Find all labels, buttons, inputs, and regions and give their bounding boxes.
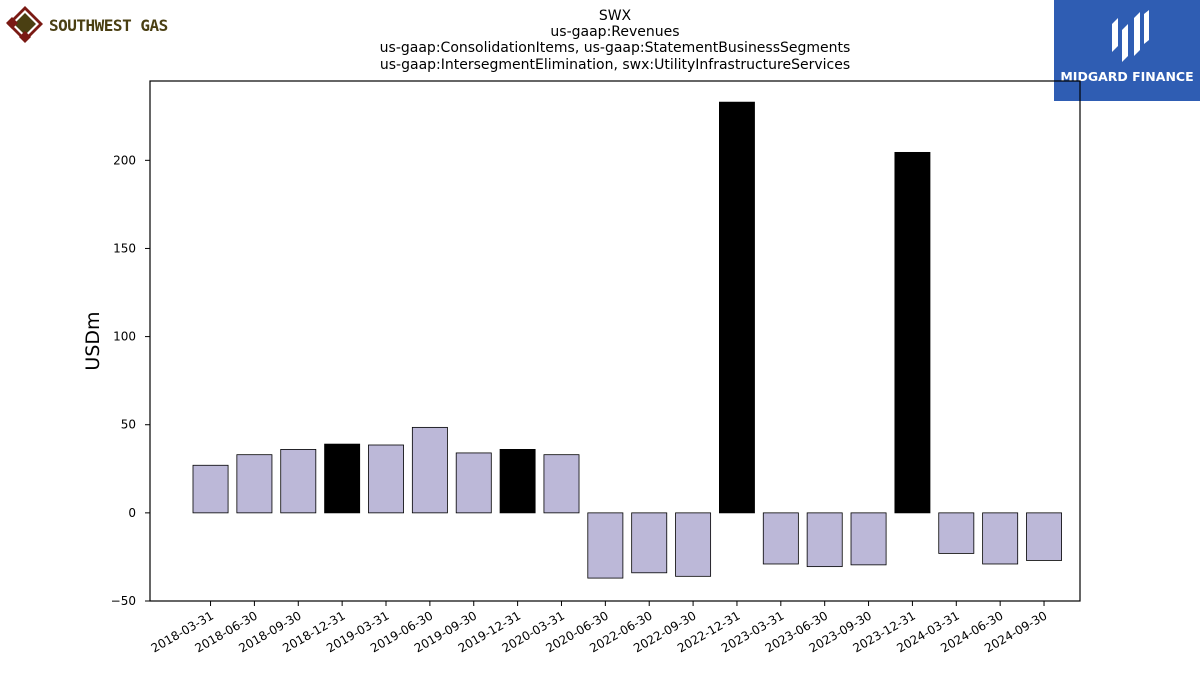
chart-title-members: us-gaap:IntersegmentElimination, swx:Uti… bbox=[379, 57, 851, 73]
bar-2022-09-30 bbox=[675, 512, 712, 577]
bar-2019-12-31 bbox=[499, 449, 536, 514]
midgard-finance-logo: MIDGARD FINANCE bbox=[1054, 0, 1200, 101]
bars-layer bbox=[192, 101, 1062, 579]
y-axis-label: USDm bbox=[82, 311, 104, 370]
bar-2023-09-30 bbox=[850, 512, 887, 566]
midgard-finance-logo-text: MIDGARD FINANCE bbox=[1060, 69, 1194, 84]
bar-2023-06-30 bbox=[806, 512, 843, 568]
southwest-gas-logo: SOUTHWEST GAS bbox=[5, 5, 195, 43]
y-tick-label: −50 bbox=[111, 594, 136, 608]
y-tick-label: 100 bbox=[113, 330, 136, 344]
bar-2023-03-31 bbox=[762, 512, 799, 565]
bar-2020-06-30 bbox=[587, 512, 624, 579]
bar-2019-09-30 bbox=[455, 452, 492, 514]
bar-2024-03-31 bbox=[938, 512, 975, 554]
chart-title-ticker: SWX bbox=[598, 8, 632, 24]
bar-2020-03-31 bbox=[543, 454, 580, 514]
bar-2022-06-30 bbox=[631, 512, 668, 574]
y-tick-label: 150 bbox=[113, 241, 136, 255]
southwest-gas-logo-icon bbox=[6, 6, 43, 43]
y-tick-label: 50 bbox=[121, 418, 136, 432]
bar-2024-09-30 bbox=[1026, 512, 1062, 561]
bar-2019-03-31 bbox=[368, 444, 404, 514]
bar-2018-03-31 bbox=[192, 464, 229, 514]
bar-2024-06-30 bbox=[982, 512, 1019, 565]
bar-2022-12-31 bbox=[719, 101, 755, 514]
plot-frame bbox=[149, 80, 1081, 602]
chart-title-axes: us-gaap:ConsolidationItems, us-gaap:Stat… bbox=[379, 40, 851, 56]
bar-2018-06-30 bbox=[236, 454, 273, 514]
bar-2023-12-31 bbox=[894, 151, 931, 514]
chart-title-concept: us-gaap:Revenues bbox=[550, 24, 680, 40]
bar-2018-12-31 bbox=[324, 443, 361, 514]
bar-2018-09-30 bbox=[280, 449, 317, 514]
bar-2019-06-30 bbox=[411, 426, 448, 514]
southwest-gas-logo-text: SOUTHWEST GAS bbox=[49, 16, 168, 35]
y-tick-label: 200 bbox=[113, 153, 136, 167]
midgard-finance-logo-icon bbox=[1112, 10, 1149, 62]
y-tick-label: 0 bbox=[128, 506, 136, 520]
